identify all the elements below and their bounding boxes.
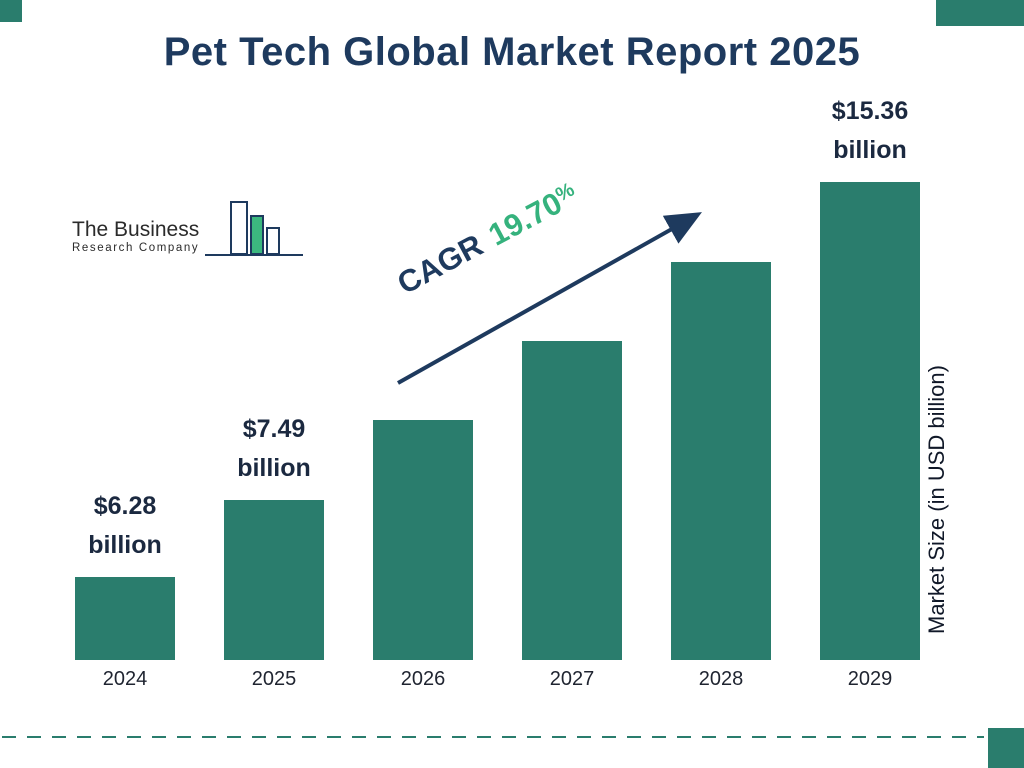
bar-column-2027 [522, 341, 622, 660]
corner-accent-bottom-right [988, 728, 1024, 768]
bar-2029 [820, 182, 920, 660]
dashed-divider [2, 736, 984, 738]
bar-2024 [75, 577, 175, 660]
bar-column-2029: $15.36 billion [820, 92, 920, 660]
corner-accent-top-right [936, 0, 1024, 26]
bar-value-label-2025: $7.49 billion [237, 415, 311, 482]
bar-2028 [671, 262, 771, 660]
company-logo: The Business Research Company [72, 198, 305, 260]
bar-2027 [522, 341, 622, 660]
logo-text: The Business Research Company [72, 218, 199, 260]
logo-line1: The Business [72, 218, 200, 241]
x-axis-label-2027: 2027 [549, 668, 595, 690]
bar-column-2028 [671, 262, 771, 660]
bars-row: $6.28 billion $7.49 billion $15.36 billion [75, 97, 920, 660]
page-title: Pet Tech Global Market Report 2025 [163, 30, 861, 74]
bar-column-2024: $6.28 billion [75, 487, 175, 660]
bar-2026 [373, 420, 473, 660]
x-axis-label-2025: 2025 [251, 668, 297, 690]
bar-value-label-2029: $15.36 billion [831, 97, 909, 164]
year-labels-row: 2024 2025 2026 2027 2028 2029 [75, 668, 920, 691]
x-axis-label-2024: 2024 [102, 668, 148, 690]
y-axis-title: Market Size (in USD billion) [924, 365, 949, 635]
corner-accent-top-left [0, 0, 22, 22]
bar-2025 [224, 500, 324, 660]
bar-column-2026 [373, 420, 473, 660]
bar-value-label-2024: $6.28 billion [88, 492, 162, 559]
x-axis-label-2028: 2028 [698, 668, 744, 690]
logo-line2: Research Company [72, 242, 200, 254]
bar-column-2025: $7.49 billion [224, 410, 324, 660]
x-axis-label-2026: 2026 [400, 668, 446, 690]
x-axis-label-2029: 2029 [847, 668, 893, 690]
logo-bar-chart-icon [205, 201, 304, 256]
